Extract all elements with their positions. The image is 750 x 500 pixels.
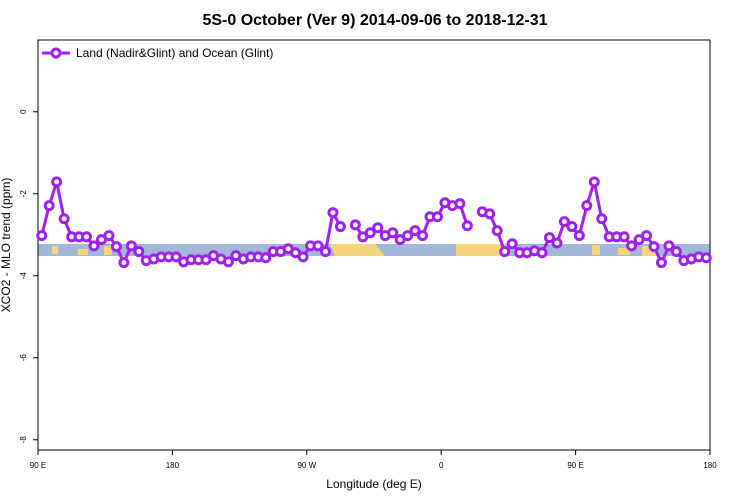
data-point	[588, 176, 600, 188]
data-point	[222, 256, 234, 268]
data-point	[334, 221, 346, 233]
data-point	[566, 221, 578, 233]
data-point	[51, 176, 63, 188]
legend-marker	[50, 47, 62, 59]
data-point	[648, 241, 660, 253]
data-point	[170, 251, 182, 263]
data-point	[312, 240, 324, 252]
chart-title: 5S-0 October (Ver 9) 2014-09-06 to 2018-…	[202, 12, 547, 29]
data-point	[110, 241, 122, 253]
data-point	[461, 220, 473, 232]
data-point	[596, 213, 608, 225]
data-point	[543, 232, 555, 244]
data-point	[506, 238, 518, 250]
data-point	[103, 230, 115, 242]
data-point	[364, 227, 376, 239]
data-point	[499, 246, 511, 258]
data-point	[133, 246, 145, 258]
data-point	[58, 213, 70, 225]
data-point	[454, 198, 466, 210]
data-point	[327, 207, 339, 219]
data-point	[618, 231, 630, 243]
data-point	[319, 246, 331, 258]
data-point	[558, 216, 570, 228]
land-patch	[330, 244, 385, 256]
land-patch	[456, 244, 506, 256]
land-patch	[618, 248, 630, 255]
x-tick-label: 90 W	[297, 461, 316, 470]
data-point	[641, 230, 653, 242]
x-tick-label: 90 E	[567, 461, 583, 470]
x-tick-label: 180	[166, 461, 180, 470]
data-point	[88, 240, 100, 252]
data-point	[551, 237, 563, 249]
data-point	[655, 257, 667, 269]
data-point	[409, 225, 421, 237]
y-axis-label: XCO2 - MLO trend (ppm)	[0, 178, 13, 313]
y-tick-label: 0	[19, 109, 28, 114]
data-point	[417, 230, 429, 242]
data-point	[36, 230, 48, 242]
legend: Land (Nadir&Glint) and Ocean (Glint)	[42, 46, 273, 60]
data-point	[626, 240, 638, 252]
data-point	[431, 211, 443, 223]
data-point	[387, 227, 399, 239]
data-point	[663, 240, 675, 252]
data-point	[297, 251, 309, 263]
data-point	[484, 208, 496, 220]
y-tick-label: -8	[19, 436, 28, 444]
data-point	[118, 257, 130, 269]
y-tick-label: -2	[19, 190, 28, 198]
y-tick-label: -4	[19, 272, 28, 280]
data-point	[491, 225, 503, 237]
x-axis-label: Longitude (deg E)	[326, 477, 421, 491]
land-patch	[642, 246, 656, 256]
data-point	[349, 219, 361, 231]
data-point	[81, 231, 93, 243]
data-point	[125, 240, 137, 252]
y-tick-label: -6	[19, 354, 28, 362]
data-point	[670, 246, 682, 258]
land-patch	[592, 245, 600, 255]
data-point	[581, 200, 593, 212]
data-point	[402, 230, 414, 242]
land-patch	[78, 249, 88, 255]
data-point	[43, 200, 55, 212]
x-tick-label: 180	[703, 461, 717, 470]
data-point	[700, 252, 712, 264]
data-point	[573, 230, 585, 242]
plot-frame	[37, 39, 711, 451]
legend-label: Land (Nadir&Glint) and Ocean (Glint)	[76, 46, 273, 60]
land-patch	[104, 246, 112, 255]
x-tick-label: 0	[439, 461, 444, 470]
x-tick-label: 90 E	[30, 461, 46, 470]
land-patch	[52, 246, 58, 254]
data-point	[536, 247, 548, 259]
data-point	[372, 222, 384, 234]
data-point	[260, 252, 272, 264]
